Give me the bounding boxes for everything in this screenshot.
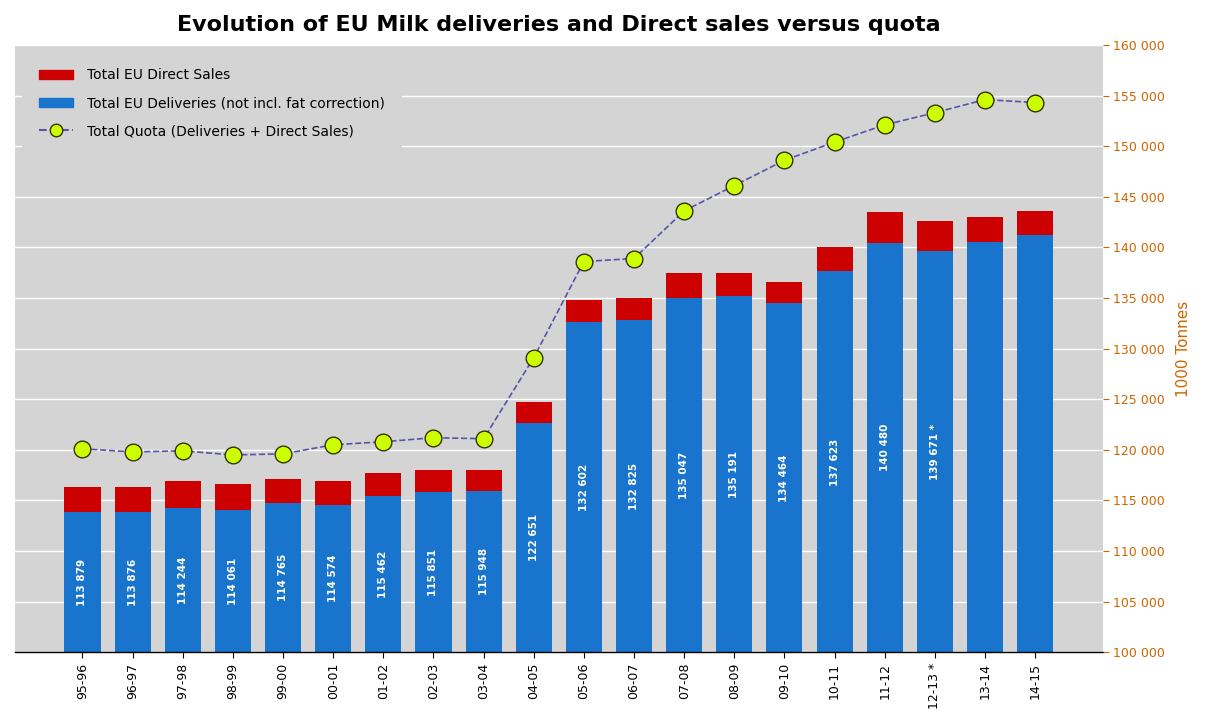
Text: 113 876: 113 876 xyxy=(128,558,137,606)
Text: 114 244: 114 244 xyxy=(177,557,188,604)
Text: 115 851: 115 851 xyxy=(428,549,439,596)
Bar xyxy=(716,273,753,296)
Bar xyxy=(616,320,652,652)
Bar xyxy=(64,487,100,512)
Legend: Total EU Direct Sales, Total EU Deliveries (not incl. fat correction), Total Quo: Total EU Direct Sales, Total EU Deliveri… xyxy=(22,52,402,155)
Bar xyxy=(365,473,402,496)
Text: 115 462: 115 462 xyxy=(379,550,388,598)
Bar xyxy=(716,296,753,652)
Bar xyxy=(165,481,201,508)
Text: 135 191: 135 191 xyxy=(730,451,739,497)
Bar xyxy=(566,322,602,652)
Text: 115 948: 115 948 xyxy=(479,548,488,595)
Bar xyxy=(1017,235,1053,652)
Text: 132 825: 132 825 xyxy=(630,463,639,510)
Bar xyxy=(816,247,853,272)
Bar xyxy=(365,496,402,652)
Bar xyxy=(466,491,502,652)
Bar xyxy=(666,273,702,298)
Bar xyxy=(415,492,451,652)
Text: 137 623: 137 623 xyxy=(830,438,839,486)
Bar xyxy=(516,402,552,423)
Text: 139 671 *: 139 671 * xyxy=(930,424,939,479)
Y-axis label: 1000 Tonnes: 1000 Tonnes xyxy=(1176,300,1192,397)
Bar xyxy=(265,479,302,503)
Text: 114 574: 114 574 xyxy=(328,555,338,602)
Text: 132 602: 132 602 xyxy=(579,464,589,511)
Bar xyxy=(315,481,351,505)
Title: Evolution of EU Milk deliveries and Direct sales versus quota: Evolution of EU Milk deliveries and Dire… xyxy=(177,15,941,35)
Bar xyxy=(967,243,1003,652)
Text: 140 480: 140 480 xyxy=(879,424,890,471)
Bar xyxy=(165,508,201,652)
Text: 134 464: 134 464 xyxy=(779,454,790,502)
Bar xyxy=(867,243,903,652)
Text: 114 765: 114 765 xyxy=(279,554,288,601)
Bar xyxy=(215,484,251,510)
Bar xyxy=(566,300,602,322)
Bar xyxy=(115,512,151,652)
Text: 114 061: 114 061 xyxy=(228,557,238,605)
Bar xyxy=(516,423,552,652)
Bar xyxy=(466,470,502,491)
Bar xyxy=(415,470,451,492)
Bar xyxy=(917,222,953,251)
Bar xyxy=(816,272,853,652)
Bar xyxy=(215,510,251,652)
Bar xyxy=(967,217,1003,243)
Bar xyxy=(64,512,100,652)
Bar xyxy=(1017,211,1053,235)
Text: 135 047: 135 047 xyxy=(679,451,689,499)
Bar xyxy=(917,251,953,652)
Bar xyxy=(616,298,652,320)
Bar xyxy=(766,282,802,303)
Text: 122 651: 122 651 xyxy=(528,514,539,561)
Text: 113 879: 113 879 xyxy=(77,558,88,606)
Bar xyxy=(666,298,702,652)
Bar xyxy=(115,487,151,512)
Bar xyxy=(265,503,302,652)
Bar xyxy=(766,303,802,652)
Bar xyxy=(315,505,351,652)
Bar xyxy=(867,212,903,243)
